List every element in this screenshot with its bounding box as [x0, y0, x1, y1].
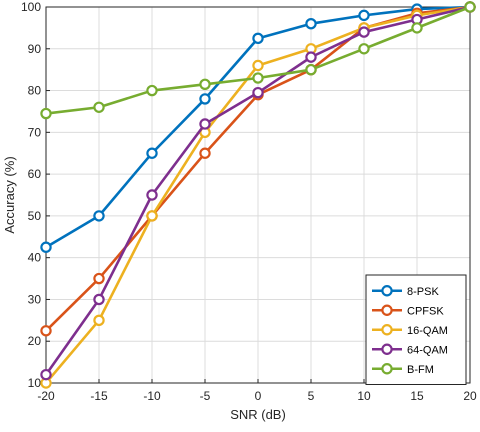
data-point-b-fm — [358, 43, 370, 55]
data-point-cpfsk — [199, 147, 211, 159]
legend: 8-PSK CPFSK 16-QAM 64-QAM B-FM — [365, 274, 467, 385]
y-tick-label: 100 — [21, 0, 41, 14]
y-tick-label: 80 — [28, 84, 42, 98]
legend-label: CPFSK — [407, 305, 444, 317]
x-tick-label: -10 — [143, 389, 161, 403]
data-point-b-fm — [93, 101, 105, 113]
data-point-16-qam — [146, 210, 158, 222]
data-point-b-fm — [146, 84, 158, 97]
y-tick-label: 70 — [28, 125, 42, 139]
data-point-8-psk — [358, 9, 370, 22]
legend-item-64-qam: 64-QAM — [372, 343, 448, 356]
x-tick-label: -20 — [37, 389, 55, 403]
data-point-64-qam — [252, 86, 264, 99]
legend-item-16-qam: 16-QAM — [372, 324, 448, 337]
data-point-64-qam — [146, 189, 158, 201]
data-point-b-fm — [252, 72, 264, 84]
data-point-64-qam — [199, 118, 211, 130]
data-point-16-qam — [93, 314, 105, 327]
legend-label: 64-QAM — [407, 344, 448, 356]
y-tick-label: 40 — [28, 251, 42, 265]
series-b-fm — [40, 1, 476, 120]
data-point-b-fm — [464, 1, 476, 13]
x-axis-label: SNR (dB) — [230, 407, 286, 422]
x-tick-label: 0 — [255, 389, 262, 403]
legend-label: B-FM — [407, 364, 434, 376]
data-point-64-qam — [305, 51, 317, 63]
data-point-b-fm — [199, 78, 211, 90]
y-tick-label: 20 — [28, 334, 42, 348]
legend-item-cpfsk: CPFSK — [372, 304, 444, 317]
x-tick-label: 20 — [463, 389, 477, 403]
x-tick-label: -15 — [90, 389, 108, 403]
legend-swatch-marker — [381, 304, 393, 316]
y-tick-label: 30 — [28, 292, 42, 306]
data-point-8-psk — [252, 32, 264, 45]
data-point-8-psk — [146, 147, 158, 159]
x-tick-label: 5 — [308, 389, 315, 403]
legend-label: 16-QAM — [407, 325, 448, 337]
y-axis-label: Accuracy (%) — [2, 156, 17, 233]
legend-swatch-marker — [381, 343, 393, 355]
data-point-8-psk — [199, 93, 211, 105]
data-point-64-qam — [40, 368, 52, 381]
x-tick-label: 10 — [357, 389, 371, 403]
data-point-8-psk — [305, 18, 317, 30]
legend-item-8-psk: 8-PSK — [372, 285, 439, 298]
legend-label: 8-PSK — [407, 286, 439, 298]
data-point-cpfsk — [40, 325, 52, 337]
data-point-8-psk — [40, 241, 52, 253]
y-tick-label: 60 — [28, 167, 42, 181]
x-tick-label: -5 — [200, 389, 211, 403]
data-point-b-fm — [40, 107, 52, 120]
x-axis-ticks: -20 -15 -10 -5 0 5 10 15 20 — [37, 379, 477, 403]
y-tick-label: 50 — [28, 209, 42, 223]
data-point-64-qam — [358, 26, 370, 38]
y-axis-ticks: 10 20 30 40 50 60 70 80 90 100 — [21, 0, 50, 390]
legend-swatch-marker — [381, 285, 393, 297]
y-tick-label: 90 — [28, 42, 42, 56]
y-tick-label: 10 — [28, 376, 42, 390]
data-point-8-psk — [93, 210, 105, 222]
legend-item-b-fm: B-FM — [372, 363, 434, 376]
data-point-b-fm — [305, 63, 317, 76]
data-point-16-qam — [252, 59, 264, 72]
legend-swatch-marker — [381, 363, 393, 375]
data-point-b-fm — [411, 22, 423, 34]
x-tick-label: 15 — [410, 389, 424, 403]
legend-swatch-marker — [381, 324, 393, 336]
data-point-64-qam — [93, 293, 105, 306]
series-group — [40, 1, 476, 389]
data-point-cpfsk — [93, 272, 105, 285]
